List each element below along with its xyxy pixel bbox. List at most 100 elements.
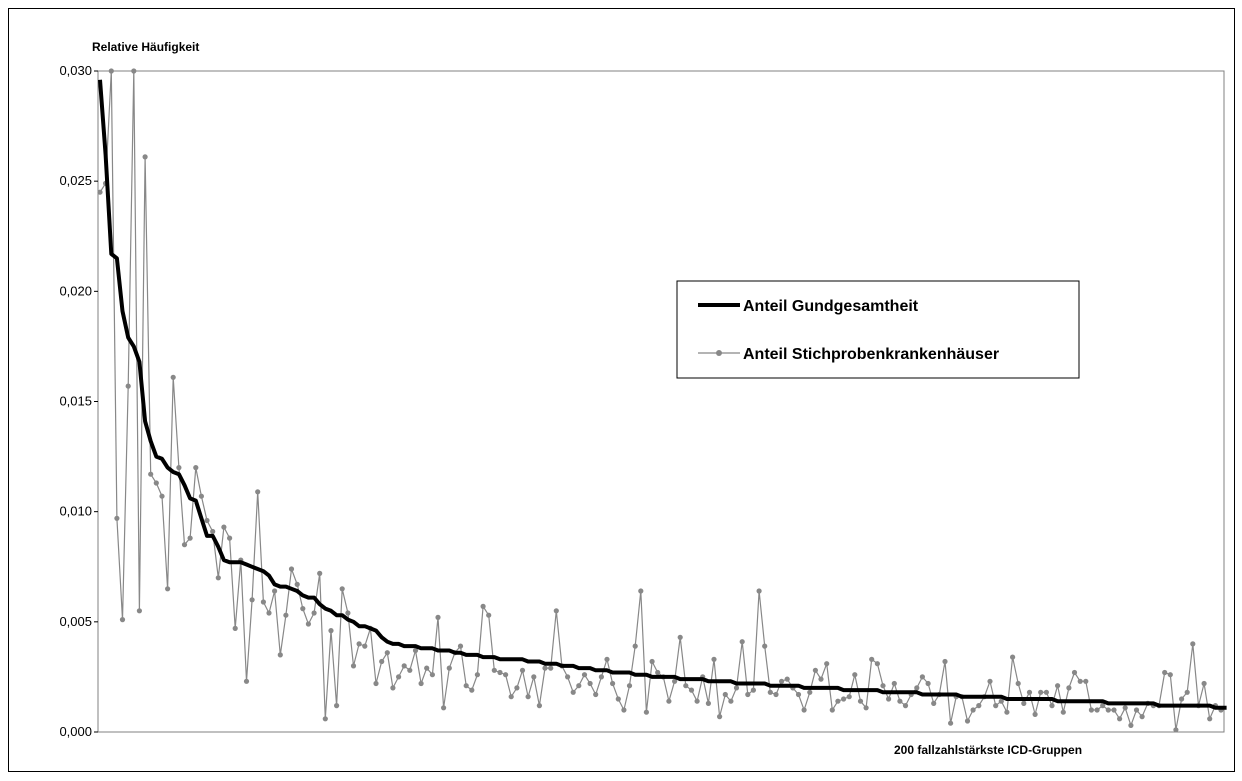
series-stichproben — [97, 68, 1224, 733]
data-point-stichproben — [136, 608, 142, 614]
data-point-stichproben — [260, 599, 266, 605]
data-point-stichproben — [587, 680, 593, 687]
data-point-stichproben — [1094, 707, 1100, 713]
data-point-stichproben — [869, 656, 875, 662]
data-point-stichproben — [886, 696, 892, 702]
data-point-stichproben — [576, 683, 582, 689]
data-point-stichproben — [694, 698, 700, 704]
data-point-stichproben — [181, 542, 188, 548]
data-point-stichproben — [1128, 722, 1134, 729]
data-point-stichproben — [1111, 707, 1117, 713]
data-point-stichproben — [711, 656, 717, 662]
data-point-stichproben — [795, 691, 802, 698]
data-point-stichproben — [384, 650, 390, 656]
data-point-stichproben — [227, 535, 233, 541]
legend-marker-stichproben — [716, 350, 722, 356]
data-point-stichproben — [1167, 672, 1173, 678]
data-point-stichproben — [480, 603, 486, 610]
data-point-stichproben — [519, 667, 526, 673]
data-point-stichproben — [987, 678, 993, 684]
data-point-stichproben — [553, 608, 559, 614]
legend-box — [676, 280, 1080, 379]
plot-area — [97, 70, 1225, 733]
data-point-stichproben — [215, 575, 221, 581]
data-point-stichproben — [874, 661, 881, 667]
data-point-stichproben — [266, 610, 272, 616]
y-tick-label: 0,030 — [59, 63, 92, 78]
data-point-stichproben — [976, 703, 982, 709]
data-point-stichproben — [756, 588, 762, 594]
data-point-stichproben — [964, 718, 971, 724]
data-point-stichproben — [165, 586, 171, 592]
data-point-stichproben — [672, 678, 678, 684]
data-point-stichproben — [655, 669, 661, 676]
data-point-stichproben — [925, 680, 931, 687]
chart-frame: Relative Häufigkeit 200 fallzahlstärkste… — [8, 8, 1235, 772]
data-point-stichproben — [446, 665, 452, 671]
data-point-stichproben — [311, 610, 317, 616]
data-point-stichproben — [615, 696, 621, 702]
data-point-stichproben — [880, 683, 886, 689]
data-point-stichproben — [441, 705, 447, 711]
data-point-stichproben — [131, 68, 137, 74]
data-point-stichproben — [497, 669, 503, 676]
data-point-stichproben — [829, 707, 835, 713]
data-point-stichproben — [1066, 685, 1072, 691]
data-point-stichproben — [852, 672, 858, 678]
y-tick-label: 0,025 — [59, 173, 92, 188]
data-point-stichproben — [604, 656, 610, 662]
data-point-stichproben — [1038, 689, 1044, 695]
series-line-stichproben — [99, 70, 1222, 730]
data-point-stichproben — [328, 628, 334, 634]
data-point-stichproben — [469, 687, 475, 693]
data-point-stichproben — [1100, 703, 1106, 709]
data-point-stichproben — [801, 707, 807, 713]
data-point-stichproben — [305, 621, 311, 627]
data-point-stichproben — [728, 698, 734, 704]
data-point-stichproben — [350, 663, 357, 669]
data-point-stichproben — [210, 528, 216, 535]
data-point-stichproben — [255, 489, 261, 495]
data-point-stichproben — [1173, 727, 1179, 733]
data-point-stichproben — [294, 581, 300, 588]
data-point-stichproben — [621, 707, 627, 713]
data-point-stichproben — [626, 683, 633, 689]
data-point-stichproben — [1026, 689, 1033, 695]
data-point-stichproben — [531, 674, 537, 680]
data-point-stichproben — [581, 672, 588, 678]
data-point-stichproben — [919, 674, 926, 680]
data-point-stichproben — [1015, 680, 1021, 687]
data-point-stichproben — [463, 683, 469, 689]
data-point-stichproben — [970, 707, 976, 713]
data-point-stichproben — [542, 665, 548, 671]
data-point-stichproben — [418, 680, 424, 687]
data-point-stichproben — [159, 493, 165, 499]
data-point-stichproben — [598, 674, 605, 680]
data-point-stichproben — [108, 68, 114, 74]
data-point-stichproben — [1010, 654, 1016, 660]
data-point-stichproben — [300, 606, 306, 612]
data-point-stichproben — [317, 570, 323, 577]
data-point-stichproben — [1055, 683, 1061, 689]
data-point-stichproben — [593, 691, 599, 698]
data-point-stichproben — [688, 687, 695, 693]
data-point-stichproben — [1184, 689, 1190, 695]
legend-label-gundgesamtheit: Anteil Gundgesamtheit — [743, 298, 919, 315]
data-point-stichproben — [508, 694, 514, 700]
data-point-stichproben — [1133, 707, 1140, 713]
data-point-stichproben — [931, 700, 937, 707]
data-point-stichproben — [784, 676, 790, 682]
data-point-stichproben — [283, 612, 289, 618]
data-point-stichproben — [1122, 705, 1128, 711]
data-point-stichproben — [717, 714, 723, 720]
data-point-stichproben — [841, 696, 847, 702]
data-point-stichproben — [525, 694, 531, 700]
data-point-stichproben — [767, 689, 773, 695]
data-point-stichproben — [272, 588, 278, 594]
data-point-stichproben — [198, 493, 204, 499]
data-point-stichproben — [891, 680, 897, 687]
y-tick-label: 0,020 — [59, 283, 92, 298]
data-point-stichproben — [762, 643, 768, 649]
data-point-stichproben — [683, 683, 689, 689]
data-point-stichproben — [722, 691, 728, 698]
